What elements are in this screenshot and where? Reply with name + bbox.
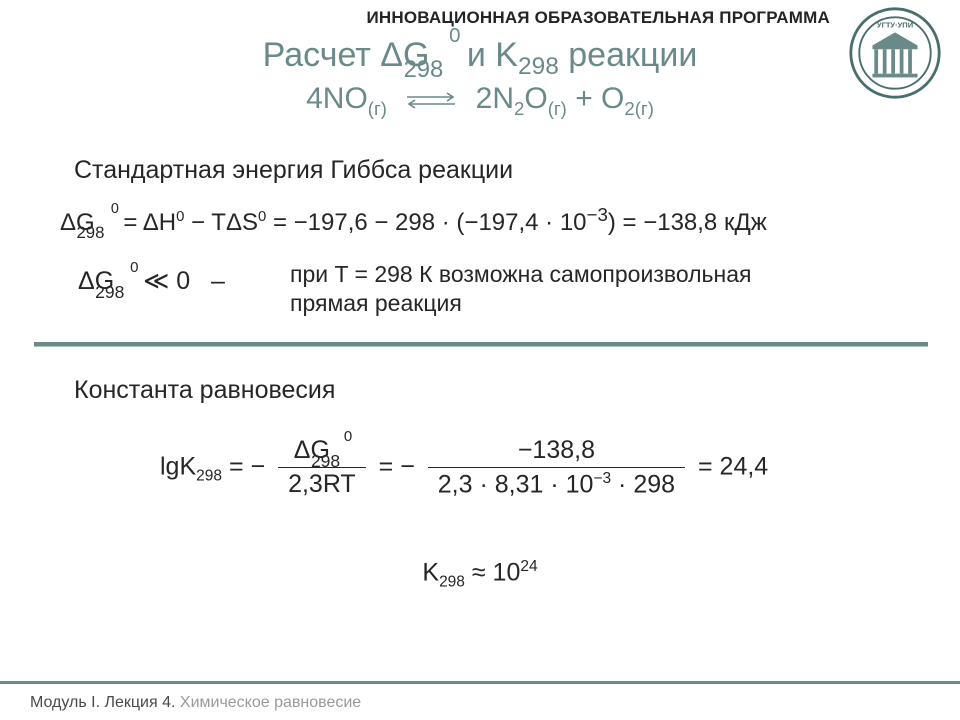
fraction-1: ΔG0298 2,3RT — [278, 436, 366, 499]
gibbs-formula: ΔG0298 = ΔH0 − TΔS0 = −197,6 − 298 · (−1… — [60, 204, 767, 237]
equilibrium-heading: Константа равновесия — [74, 376, 335, 405]
footer-divider — [0, 681, 960, 684]
k-result: K298 ≈ 1024 — [0, 558, 960, 591]
fraction-2: −138,8 2,3 · 8,31 · 10−3 · 298 — [428, 436, 685, 499]
spontaneity-condition: ΔG0298 ≪ 0 – — [78, 266, 225, 296]
spontaneity-text: при T = 298 К возможна самопроизвольная … — [290, 260, 751, 318]
title-prefix: Расчет — [263, 36, 381, 74]
divider — [34, 342, 928, 347]
title-suffix: реакции — [559, 36, 698, 74]
reaction-equation: 4NO(г) 2N2O(г) + O2(г) — [0, 82, 960, 120]
svg-text:УГТУ·УПИ: УГТУ·УПИ — [877, 21, 913, 30]
slide-title: Расчет ΔG0298 и K298 реакции — [0, 36, 960, 81]
program-label: ИННОВАЦИОННАЯ ОБРАЗОВАТЕЛЬНАЯ ПРОГРАММА — [367, 8, 831, 28]
gibbs-heading: Стандартная энергия Гиббса реакции — [74, 156, 513, 185]
delta-g-symbol: ΔG0298 — [380, 36, 457, 75]
lgk-formula: lgK298 = − ΔG0298 2,3RT = − −138,8 2,3 ·… — [160, 436, 768, 499]
title-mid: и K — [457, 36, 518, 74]
footer-text: Модуль I. Лекция 4. Химическое равновеси… — [30, 694, 361, 712]
k-sub: 298 — [518, 53, 559, 80]
equilibrium-arrow-icon — [403, 89, 459, 111]
